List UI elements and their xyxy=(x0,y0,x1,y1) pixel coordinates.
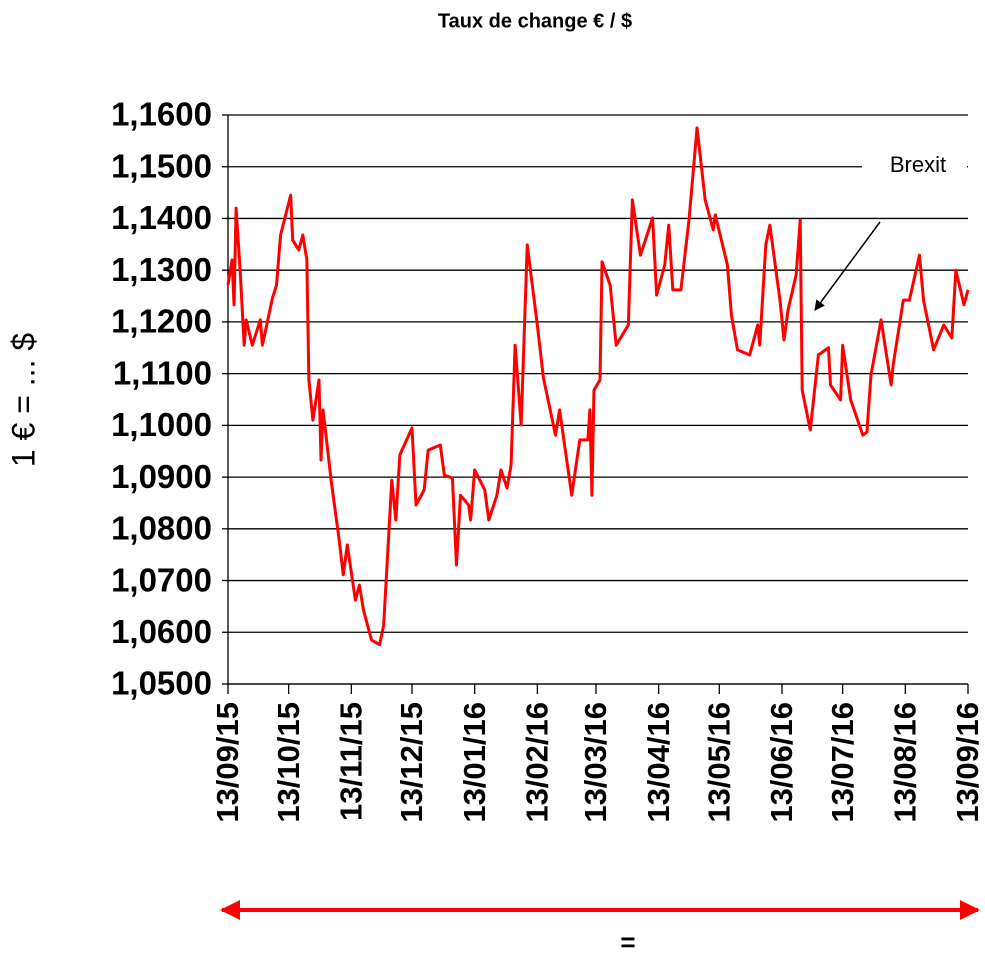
x-tick-label: 13/09/15 xyxy=(210,702,245,823)
y-tick-label: 1,1200 xyxy=(111,303,212,340)
y-axis-label: 1 € = ... $ xyxy=(5,333,41,468)
y-tick-label: 1,1400 xyxy=(111,199,212,236)
x-tick-label: 13/08/16 xyxy=(888,702,923,823)
grid: 1,0500 1,0600 1,0700 1,0800 1,0900 1,1000 1,11… xyxy=(111,96,985,823)
x-tick-label: 13/07/16 xyxy=(825,702,860,823)
y-tick-label: 1,1100 xyxy=(113,354,212,391)
annotation-arrow xyxy=(814,221,881,311)
annotation: Brexit xyxy=(890,152,946,177)
y-tick-label: 1,1300 xyxy=(111,251,212,288)
x-tick-label: 13/06/16 xyxy=(764,702,799,823)
y-tick-label: 1,1600 xyxy=(111,96,212,133)
x-tick-label: 13/12/15 xyxy=(394,702,429,823)
y-tick-label: 1,1000 xyxy=(111,406,212,443)
x-tick-label: 13/01/16 xyxy=(457,702,492,823)
x-tick-label: 13/05/16 xyxy=(701,702,736,823)
x-tick-label: 13/02/16 xyxy=(520,702,555,823)
x-tick-label: 13/11/15 xyxy=(334,702,369,821)
y-tick-label: 1,0800 xyxy=(111,510,212,547)
x-tick-label: 13/04/16 xyxy=(641,702,676,823)
y-tick-label: 1,0600 xyxy=(111,613,212,650)
x-tick-label: 13/03/16 xyxy=(578,702,613,823)
y-tick-label: 1,0700 xyxy=(111,561,212,598)
bottom-label: = xyxy=(620,927,635,957)
rate-line xyxy=(226,126,970,647)
y-tick-label: 1,0900 xyxy=(111,458,212,495)
plot xyxy=(226,126,970,647)
chart-title: Taux de change € / $ xyxy=(438,10,632,32)
x-tick-label: 13/10/15 xyxy=(271,702,306,823)
x-tick-label: 13/09/16 xyxy=(950,702,985,823)
y-tick-label: 1,1500 xyxy=(111,147,212,184)
y-tick-label: 1,0500 xyxy=(111,665,212,702)
annotation-bg xyxy=(862,146,967,184)
